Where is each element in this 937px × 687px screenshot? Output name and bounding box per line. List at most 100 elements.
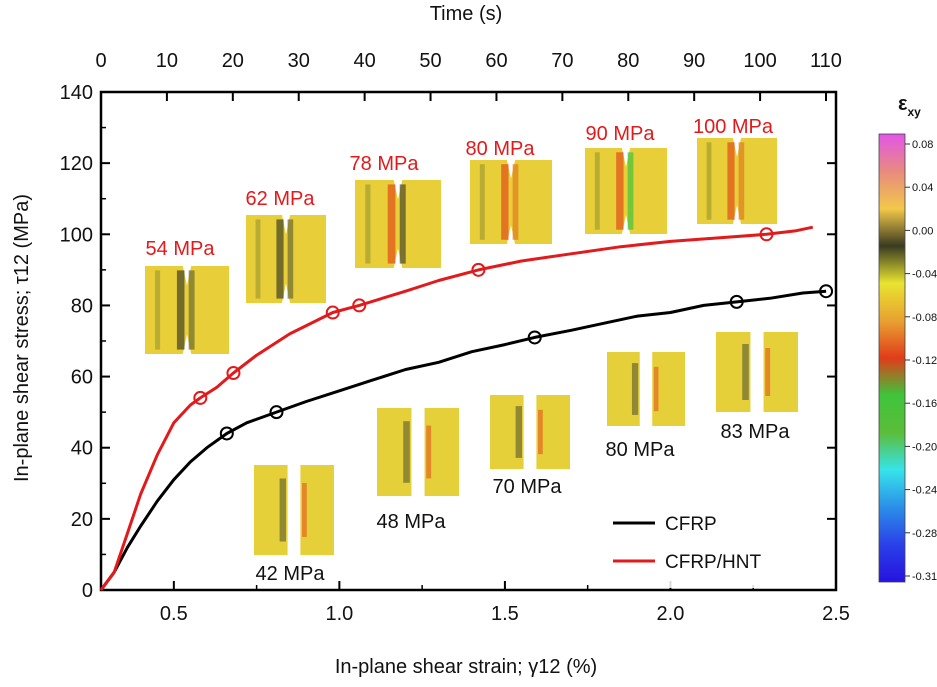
- strain-band: [302, 483, 307, 537]
- stress-label-cfrp: 83 MPa: [721, 421, 791, 443]
- dic-image-cfrp-3: [607, 352, 685, 426]
- dic-image-cfrp-hnt-3: [470, 160, 552, 244]
- strain-band: [403, 421, 410, 483]
- strain-band: [765, 348, 771, 396]
- strain-band: [155, 270, 161, 350]
- dic-image-cfrp-0: [254, 465, 334, 555]
- series-layer: [99, 225, 834, 591]
- strain-band: [538, 409, 543, 455]
- series-line-cfrp-hnt: [99, 225, 814, 591]
- top-tick-label: 40: [354, 50, 376, 72]
- colorbar-tick-label: -0.20: [912, 441, 937, 453]
- strain-band: [176, 270, 185, 350]
- strain-band: [727, 142, 735, 220]
- data-marker: [193, 390, 208, 405]
- colorbar-ticks: 0.08 0.04 0.00 -0.04 -0.08 -0.12 -0.16 -0.20 -0.…: [905, 139, 937, 583]
- top-tick-label: 90: [683, 50, 705, 72]
- stress-label-cfrp-hnt: 78 MPa: [350, 153, 420, 175]
- colorbar-tick-label: 0.08: [912, 139, 933, 151]
- stress-label-cfrp-hnt: 54 MPa: [146, 238, 216, 260]
- strain-band: [479, 164, 485, 240]
- specimen-body: [145, 266, 229, 354]
- y-tick-label: 120: [60, 153, 93, 175]
- strain-field-images: [145, 138, 798, 555]
- legend-box: [604, 502, 789, 588]
- specimen-body: [470, 160, 552, 244]
- stress-label-cfrp: 70 MPa: [493, 476, 563, 498]
- top-tick-label: 60: [485, 50, 507, 72]
- top-tick-label: 0: [95, 50, 106, 72]
- y-tick-label: 60: [71, 367, 93, 389]
- colorbar-tick-label: -0.04: [912, 269, 937, 281]
- y-tick-label: 140: [60, 82, 93, 104]
- stress-label-cfrp-hnt: 100 MPa: [693, 116, 774, 138]
- specimen-body: [355, 180, 441, 268]
- data-marker: [352, 298, 367, 313]
- x-axis-title: In-plane shear strain; γ12 (%): [335, 656, 597, 678]
- strain-band: [276, 219, 284, 299]
- top-tick-label: 110: [810, 50, 842, 72]
- dic-image-cfrp-2: [490, 395, 570, 469]
- specimen-body: [246, 215, 326, 303]
- dic-image-cfrp-1: [377, 408, 459, 496]
- data-marker: [527, 330, 542, 345]
- dic-image-cfrp-hnt-5: [697, 138, 777, 224]
- top-tick-label: 50: [419, 50, 441, 72]
- colorbar-tick-label: -0.24: [912, 485, 937, 497]
- specimen-body: [697, 138, 777, 224]
- strain-band: [365, 184, 371, 264]
- y-tick-label: 80: [71, 295, 93, 317]
- dic-image-cfrp-hnt-4: [585, 148, 667, 234]
- legend-label-cfrp: CFRP: [665, 514, 717, 535]
- x-tick-label: 2.0: [657, 603, 685, 625]
- top-axis-ticks: 0 10 20 30 40 50 60 70 80 90 100 110: [95, 50, 842, 101]
- x-tick-label: 0.5: [160, 603, 188, 625]
- top-axis-title: Time (s): [430, 3, 503, 25]
- strain-band: [627, 152, 634, 230]
- strain-band: [287, 219, 294, 299]
- stress-label-cfrp: 80 MPa: [606, 439, 676, 461]
- data-marker: [759, 227, 774, 242]
- top-tick-label: 30: [288, 50, 310, 72]
- y-tick-label: 20: [71, 509, 93, 531]
- colorbar-tick-label: -0.16: [912, 398, 937, 410]
- dic-image-cfrp-hnt-0: [145, 266, 229, 354]
- top-tick-label: 10: [156, 50, 178, 72]
- y-tick-label: 100: [60, 224, 93, 246]
- stress-annotations: 54 MPa 62 MPa 78 MPa 80 MPa 90 MPa 100 MPa 42 …: [146, 116, 791, 585]
- strain-band: [653, 366, 659, 412]
- top-tick-label: 20: [222, 50, 244, 72]
- colorbar-tick-label: 0.00: [912, 225, 933, 237]
- strain-band: [501, 164, 509, 240]
- stress-label-cfrp: 48 MPa: [377, 511, 447, 533]
- dic-image-cfrp-4: [716, 332, 798, 412]
- data-marker: [325, 305, 340, 320]
- colorbar-tick-label: -0.31: [912, 571, 937, 583]
- x-axis-ticks: 0.5 1.0 1.5 2.0 2.5: [160, 581, 850, 625]
- data-marker: [729, 294, 744, 309]
- strain-band: [594, 152, 600, 230]
- stress-label-cfrp-hnt: 80 MPa: [466, 138, 536, 160]
- stress-label-cfrp: 42 MPa: [256, 563, 326, 585]
- strain-band: [742, 344, 749, 400]
- colorbar-gradient: [878, 133, 906, 583]
- dic-image-cfrp-hnt-1: [246, 215, 326, 303]
- strain-band: [515, 406, 522, 458]
- stress-label-cfrp-hnt: 90 MPa: [586, 123, 656, 145]
- strain-band: [255, 219, 261, 299]
- x-tick-label: 2.5: [822, 603, 850, 625]
- top-tick-label: 80: [617, 50, 639, 72]
- y-axis-ticks: 0 20 40 60 80 100 120 140: [60, 82, 836, 602]
- y-axis-title: In-plane shear stress; τ12 (MPa): [11, 194, 33, 482]
- data-marker: [819, 284, 834, 299]
- strain-band: [387, 184, 396, 264]
- strain-band: [616, 152, 624, 230]
- dic-image-cfrp-hnt-2: [355, 180, 441, 268]
- top-tick-label: 100: [743, 50, 776, 72]
- x-tick-label: 1.0: [325, 603, 353, 625]
- strain-band: [706, 142, 712, 220]
- data-marker: [269, 405, 284, 420]
- strain-band: [279, 478, 286, 542]
- colorbar-title: εxy: [898, 93, 921, 119]
